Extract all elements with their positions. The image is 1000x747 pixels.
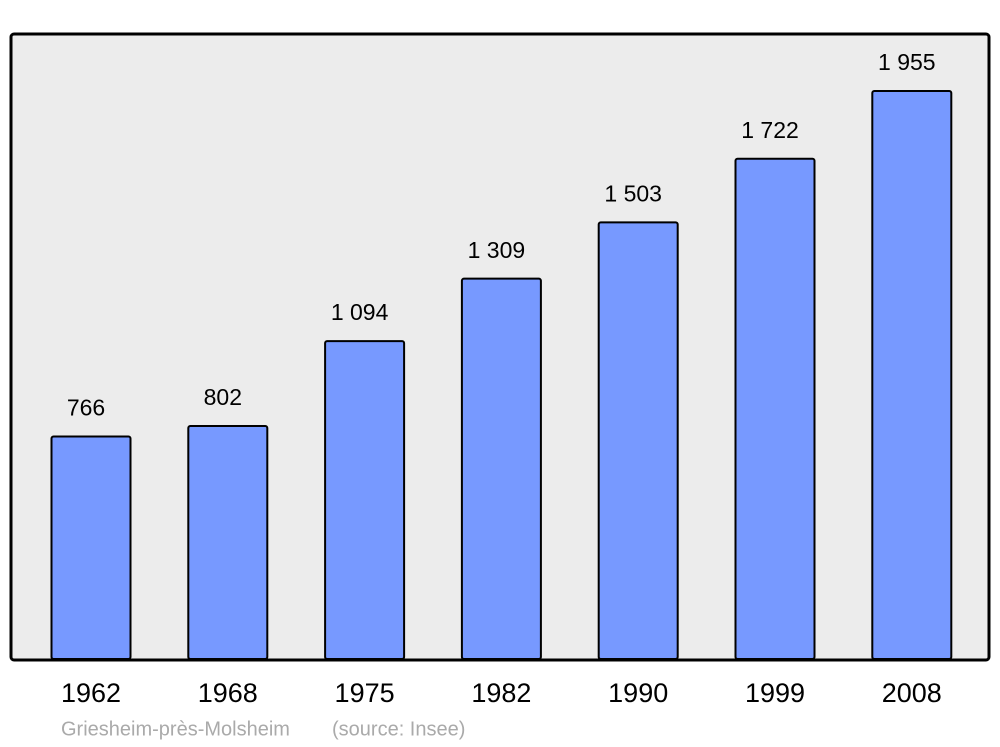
x-tick-label: 1982 <box>471 678 531 708</box>
x-tick-label: 2008 <box>882 678 942 708</box>
x-tick-label: 1962 <box>61 678 121 708</box>
bar <box>734 157 816 661</box>
x-tick-label: 1999 <box>745 678 805 708</box>
source: (source: Insee) <box>332 718 465 740</box>
value-label: 802 <box>204 384 242 410</box>
bar <box>324 340 406 660</box>
bar <box>597 221 679 661</box>
bar <box>187 424 269 660</box>
value-label: 1 094 <box>331 299 389 325</box>
bar <box>50 435 132 661</box>
x-tick-label: 1990 <box>608 678 668 708</box>
bar <box>871 90 953 660</box>
value-label: 1 722 <box>741 117 799 143</box>
value-label: 1 955 <box>878 49 936 75</box>
bar <box>460 277 542 660</box>
x-tick-label: 1968 <box>198 678 258 708</box>
x-tick-label: 1975 <box>335 678 395 708</box>
value-label: 1 503 <box>604 180 662 206</box>
value-label: 766 <box>67 395 105 421</box>
caption: Griesheim-près-Molsheim <box>61 718 290 740</box>
value-label: 1 309 <box>468 237 526 263</box>
